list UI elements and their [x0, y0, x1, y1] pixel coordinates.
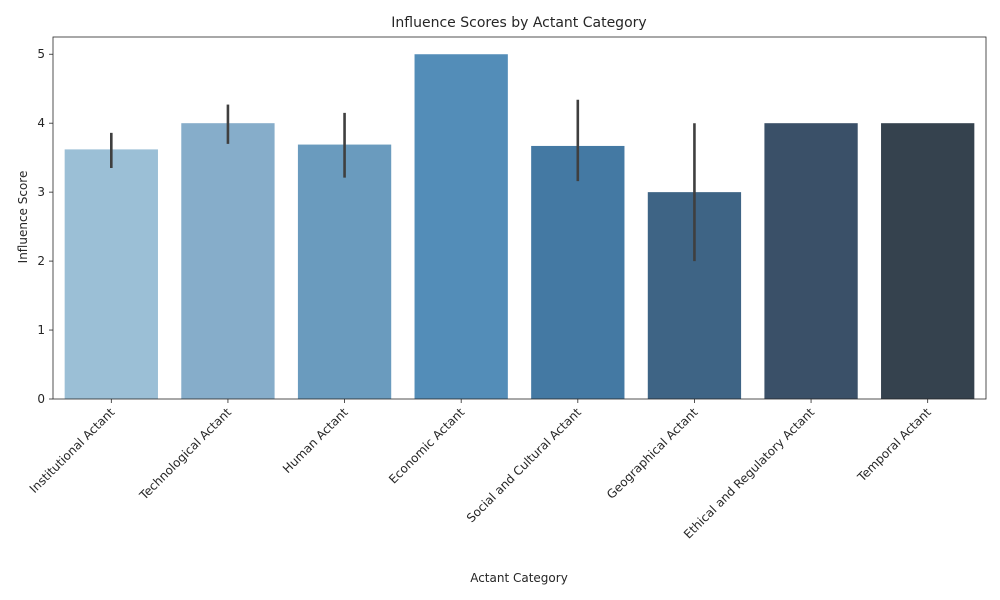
bar: [881, 123, 975, 399]
x-tick-label: Ethical and Regulatory Actant: [681, 405, 817, 541]
bar: [531, 145, 625, 399]
bar: [414, 54, 508, 399]
x-axis-label: Actant Category: [470, 571, 568, 585]
bar: [181, 123, 275, 399]
x-tick-label: Institutional Actant: [27, 405, 118, 496]
x-axis: Institutional Actant Technological Actant…: [27, 399, 934, 541]
y-axis: 0 1 2 3 4 5: [37, 47, 53, 406]
bar: [64, 149, 158, 399]
plot-frame: [52, 36, 987, 400]
error-bars-group: [110, 99, 696, 262]
x-tick-label: Geographical Actant: [604, 405, 701, 502]
chart-title: Influence Scores by Actant Category: [391, 15, 646, 31]
y-axis-label: Influence Score: [16, 171, 30, 264]
bar: [764, 123, 858, 399]
y-tick-label: 3: [37, 185, 45, 199]
x-tick-label: Economic Actant: [386, 405, 467, 486]
y-tick-label: 0: [37, 392, 45, 406]
y-tick-label: 5: [37, 47, 45, 61]
bars-group: [64, 54, 975, 399]
y-tick-label: 1: [37, 323, 45, 337]
x-tick-label: Temporal Actant: [854, 405, 934, 485]
x-tick-label: Social and Cultural Actant: [464, 405, 584, 525]
bar: [297, 144, 392, 399]
x-tick-label: Human Actant: [280, 405, 351, 476]
x-tick-label: Technological Actant: [136, 405, 234, 503]
y-tick-label: 2: [37, 254, 45, 268]
y-tick-label: 4: [37, 116, 45, 130]
